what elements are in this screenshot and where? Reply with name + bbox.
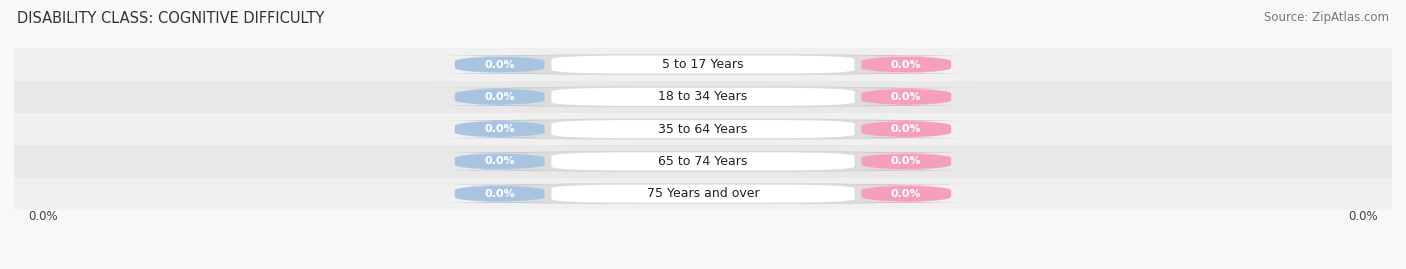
Text: 0.0%: 0.0% [485,156,515,167]
Text: 0.0%: 0.0% [891,124,921,134]
Text: 75 Years and over: 75 Years and over [647,187,759,200]
FancyBboxPatch shape [456,55,950,75]
Text: 0.0%: 0.0% [485,92,515,102]
Bar [14,113,1392,145]
Text: 65 to 74 Years: 65 to 74 Years [658,155,748,168]
FancyBboxPatch shape [551,185,855,203]
FancyBboxPatch shape [827,120,986,138]
FancyBboxPatch shape [551,88,855,106]
Text: 5 to 17 Years: 5 to 17 Years [662,58,744,71]
Text: 35 to 64 Years: 35 to 64 Years [658,123,748,136]
FancyBboxPatch shape [551,120,855,138]
FancyBboxPatch shape [827,88,986,106]
Text: 18 to 34 Years: 18 to 34 Years [658,90,748,103]
FancyBboxPatch shape [551,55,855,74]
FancyBboxPatch shape [456,184,950,204]
Bar [14,145,1392,178]
Text: 0.0%: 0.0% [485,59,515,70]
FancyBboxPatch shape [827,152,986,171]
Text: DISABILITY CLASS: COGNITIVE DIFFICULTY: DISABILITY CLASS: COGNITIVE DIFFICULTY [17,11,325,26]
FancyBboxPatch shape [420,55,579,74]
Text: 0.0%: 0.0% [1348,210,1378,223]
FancyBboxPatch shape [420,88,579,106]
FancyBboxPatch shape [420,152,579,171]
Text: Source: ZipAtlas.com: Source: ZipAtlas.com [1264,11,1389,24]
Bar [14,178,1392,210]
FancyBboxPatch shape [420,185,579,203]
FancyBboxPatch shape [827,185,986,203]
Text: 0.0%: 0.0% [891,59,921,70]
FancyBboxPatch shape [456,87,950,107]
Bar [14,48,1392,81]
Text: 0.0%: 0.0% [891,189,921,199]
Legend: Male, Female: Male, Female [640,264,766,269]
Text: 0.0%: 0.0% [891,156,921,167]
Text: 0.0%: 0.0% [891,92,921,102]
Text: 0.0%: 0.0% [485,189,515,199]
FancyBboxPatch shape [456,119,950,139]
Text: 0.0%: 0.0% [485,124,515,134]
FancyBboxPatch shape [420,120,579,138]
Text: 0.0%: 0.0% [28,210,58,223]
Bar [14,81,1392,113]
FancyBboxPatch shape [827,55,986,74]
FancyBboxPatch shape [456,151,950,171]
FancyBboxPatch shape [551,152,855,171]
